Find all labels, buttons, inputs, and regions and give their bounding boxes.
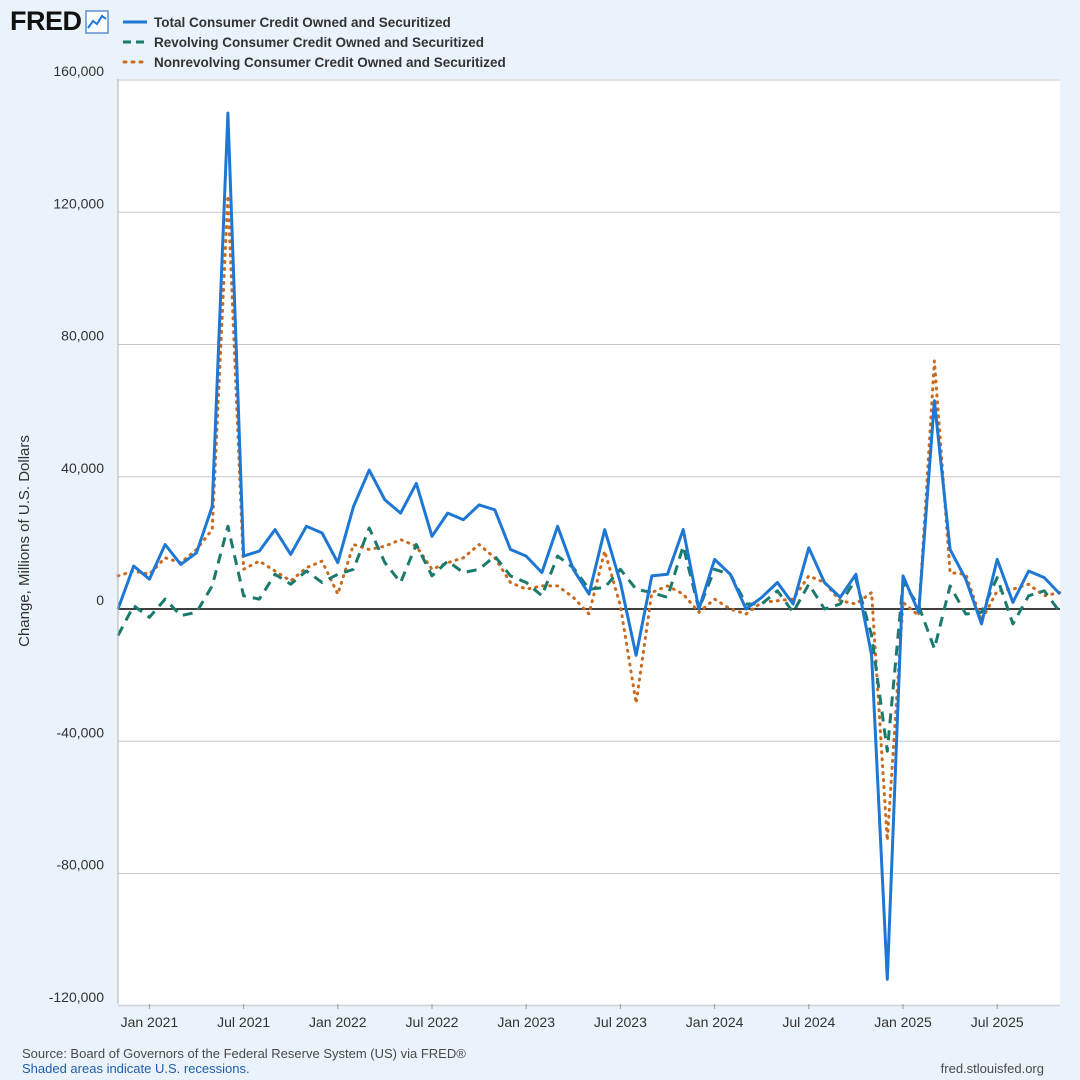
source-text: Source: Board of Governors of the Federa… [22, 1046, 466, 1061]
y-tick-label: 80,000 [61, 328, 104, 344]
x-tick-label: Jan 2023 [497, 1014, 555, 1030]
x-axis-ticks: Jan 2021 Jul 2021 Jan 2022 Jul 2022 Jan 2023… [121, 1004, 1024, 1030]
x-tick-label: Jul 2025 [971, 1014, 1024, 1030]
x-tick-label: Jan 2022 [309, 1014, 367, 1030]
series-line-solid[interactable] [116, 111, 1062, 981]
legend-swatch-solid [123, 20, 147, 24]
fred-logo[interactable]: FRED [10, 6, 109, 37]
fred-url[interactable]: fred.stlouisfed.org [940, 1061, 1044, 1076]
plot-area [118, 79, 1060, 1004]
x-tick-label: Jul 2024 [782, 1014, 835, 1030]
y-axis-label: Change, Millions of U.S. Dollars [16, 435, 33, 647]
legend-swatch-dotted [122, 60, 148, 64]
series-lines [116, 111, 1062, 981]
chart-legend: Total Consumer Credit Owned and Securiti… [122, 12, 506, 72]
x-tick-label: Jul 2021 [217, 1014, 270, 1030]
legend-item-total[interactable]: Total Consumer Credit Owned and Securiti… [122, 12, 506, 32]
legend-label-total: Total Consumer Credit Owned and Securiti… [154, 14, 451, 30]
y-tick-label: -120,000 [49, 989, 104, 1005]
fred-logo-text: FRED [10, 6, 82, 36]
y-tick-label: 120,000 [53, 195, 104, 211]
recession-note[interactable]: Shaded areas indicate U.S. recessions. [22, 1061, 250, 1076]
legend-swatch-dashed [123, 40, 147, 44]
legend-item-revolving[interactable]: Revolving Consumer Credit Owned and Secu… [122, 32, 506, 52]
y-tick-label: 160,000 [53, 63, 104, 79]
y-tick-label: -80,000 [57, 857, 105, 873]
legend-label-nonrevolving: Nonrevolving Consumer Credit Owned and S… [154, 54, 506, 70]
series-line-dotted[interactable] [116, 194, 1062, 842]
y-tick-label: 40,000 [61, 460, 104, 476]
legend-label-revolving: Revolving Consumer Credit Owned and Secu… [154, 34, 485, 50]
x-tick-label: Jan 2024 [686, 1014, 744, 1030]
y-axis-ticks: 160,000 120,000 80,000 40,000 0 -40,000 -80,00… [49, 63, 104, 1005]
x-tick-label: Jan 2021 [121, 1014, 179, 1030]
y-tick-label: -40,000 [57, 724, 105, 740]
chart-line-icon [84, 9, 109, 34]
y-tick-label: 0 [96, 592, 104, 608]
x-tick-label: Jul 2022 [406, 1014, 459, 1030]
legend-item-nonrevolving[interactable]: Nonrevolving Consumer Credit Owned and S… [122, 52, 506, 72]
x-tick-label: Jul 2023 [594, 1014, 647, 1030]
x-tick-label: Jan 2025 [874, 1014, 932, 1030]
